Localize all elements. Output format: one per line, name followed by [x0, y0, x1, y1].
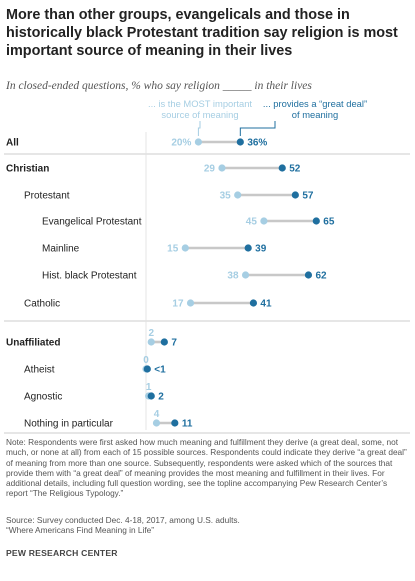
legend-great-deal-line2: of meaning: [292, 109, 338, 120]
legend-great-deal-line1: ... provides a “great deal”: [263, 98, 367, 109]
label-great-deal-christian: 52: [289, 164, 301, 175]
label-great-deal-agnostic: 2: [158, 392, 164, 403]
legend-most-important-line2: source of meaning: [161, 109, 238, 120]
chart-source: Source: Survey conducted Dec. 4-18, 2017…: [6, 515, 410, 536]
row-label-evangelical-protestant: Evangelical Protestant: [42, 217, 142, 228]
dot-most-important-unaffiliated: [147, 338, 155, 346]
row-label-catholic: Catholic: [24, 299, 60, 310]
dot-great-deal-evangelical-protestant: [312, 217, 320, 225]
label-most-important-protestant: 35: [220, 191, 232, 202]
dot-great-deal-agnostic: [147, 392, 155, 400]
row-label-atheist: Atheist: [24, 365, 55, 376]
dot-most-important-evangelical-protestant: [260, 217, 268, 225]
dot-great-deal-mainline: [244, 244, 252, 252]
label-great-deal-nothing-in-particular: 11: [182, 419, 193, 430]
dot-great-deal-protestant: [291, 191, 299, 199]
chart-note: Note: Respondents were first asked how m…: [6, 437, 410, 499]
row-label-all: All: [6, 138, 19, 149]
label-most-important-atheist: 0: [143, 355, 149, 366]
row-label-hist-black-protestant: Hist. black Protestant: [42, 271, 137, 282]
chart-subtitle: In closed-ended questions, % who say rel…: [6, 80, 312, 92]
label-most-important-evangelical-protestant: 45: [246, 217, 258, 228]
dot-most-important-hist-black-protestant: [241, 271, 250, 279]
dot-great-deal-nothing-in-particular: [171, 419, 179, 427]
label-great-deal-all: 36%: [247, 138, 267, 149]
dot-great-deal-all: [236, 138, 244, 146]
dot-great-deal-unaffiliated: [160, 338, 168, 346]
dot-most-important-mainline: [181, 244, 189, 252]
chart-title: More than other groups, evangelicals and…: [6, 7, 398, 59]
credit-logo-text: PEW RESEARCH CENTER: [6, 548, 118, 558]
dot-great-deal-atheist: [143, 365, 151, 373]
label-most-important-catholic: 17: [172, 299, 184, 310]
dot-great-deal-christian: [278, 164, 286, 172]
legend-most-important-line1: ... is the MOST important: [148, 98, 252, 109]
label-great-deal-evangelical-protestant: 65: [323, 217, 335, 228]
label-most-important-agnostic: 1: [146, 382, 152, 393]
row-label-agnostic: Agnostic: [24, 392, 62, 403]
row-label-protestant: Protestant: [24, 191, 70, 202]
label-great-deal-mainline: 39: [255, 244, 267, 255]
dot-most-important-nothing-in-particular: [152, 419, 161, 427]
row-label-unaffiliated: Unaffiliated: [6, 338, 60, 349]
label-great-deal-catholic: 41: [260, 299, 272, 310]
note-text: Note: Respondents were first asked how m…: [6, 437, 407, 499]
row-label-christian: Christian: [6, 164, 49, 175]
label-most-important-unaffiliated: 2: [148, 328, 154, 339]
label-great-deal-atheist: <1: [154, 365, 166, 376]
label-most-important-mainline: 15: [167, 244, 179, 255]
source-text: Source: Survey conducted Dec. 4-18, 2017…: [6, 515, 240, 525]
label-great-deal-protestant: 57: [302, 191, 314, 202]
dot-most-important-christian: [218, 164, 226, 172]
report-title: “Where Americans Find Meaning in Life”: [6, 525, 155, 536]
dot-great-deal-catholic: [249, 299, 258, 307]
label-most-important-all: 20%: [171, 138, 191, 149]
dot-great-deal-hist-black-protestant: [304, 271, 313, 279]
label-most-important-christian: 29: [204, 164, 216, 175]
legend-most-leader-line: [197, 121, 201, 136]
label-most-important-nothing-in-particular: 4: [154, 409, 160, 420]
dot-most-important-protestant: [234, 191, 242, 199]
label-great-deal-unaffiliated: 7: [171, 338, 177, 349]
row-label-nothing-in-particular: Nothing in particular: [24, 419, 114, 430]
legend-great-leader-line: [239, 121, 276, 136]
dot-most-important-catholic: [186, 299, 195, 307]
label-great-deal-hist-black-protestant: 62: [315, 271, 327, 282]
row-label-mainline: Mainline: [42, 244, 80, 255]
dot-most-important-all: [194, 138, 202, 146]
label-most-important-hist-black-protestant: 38: [227, 271, 239, 282]
